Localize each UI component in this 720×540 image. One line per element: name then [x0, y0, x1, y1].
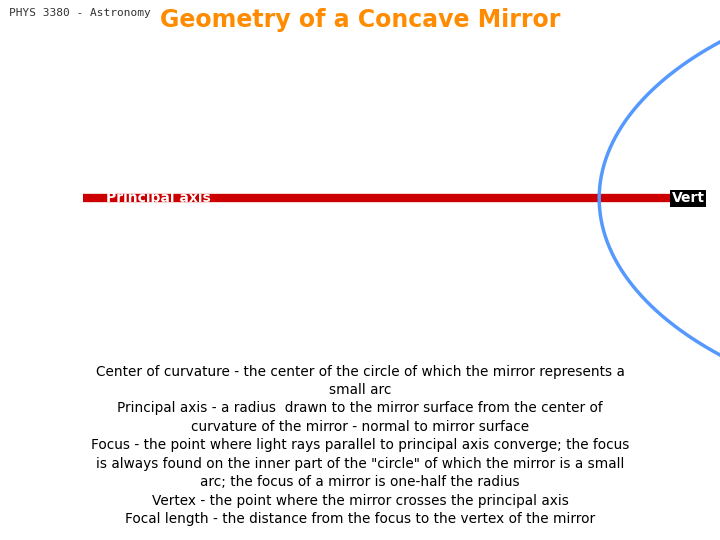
- Text: Vert: Vert: [672, 192, 705, 205]
- Text: Geometry of a Concave Mirror: Geometry of a Concave Mirror: [160, 8, 560, 32]
- Text: Center of curvature - the center of the circle of which the mirror represents a: Center of curvature - the center of the …: [96, 364, 624, 379]
- Text: Focus: Focus: [449, 84, 503, 102]
- Text: Principal axis: Principal axis: [107, 192, 211, 205]
- Text: Focal length: Focal length: [505, 300, 611, 315]
- Text: curvature of the mirror - normal to mirror surface: curvature of the mirror - normal to mirr…: [191, 420, 529, 434]
- Text: small arc: small arc: [329, 383, 391, 397]
- Text: is always found on the inner part of the "circle" of which the mirror is a small: is always found on the inner part of the…: [96, 457, 624, 471]
- Text: Focal length - the distance from the focus to the vertex of the mirror: Focal length - the distance from the foc…: [125, 512, 595, 526]
- Text: Vertex - the point where the mirror crosses the principal axis: Vertex - the point where the mirror cros…: [152, 494, 568, 508]
- Text: Principal axis - a radius  drawn to the mirror surface from the center of: Principal axis - a radius drawn to the m…: [117, 401, 603, 415]
- Text: Focus - the point where light rays parallel to principal axis converge; the focu: Focus - the point where light rays paral…: [91, 438, 629, 453]
- Text: arc; the focus of a mirror is one-half the radius: arc; the focus of a mirror is one-half t…: [200, 475, 520, 489]
- Text: PHYS 3380 - Astronomy: PHYS 3380 - Astronomy: [9, 8, 150, 18]
